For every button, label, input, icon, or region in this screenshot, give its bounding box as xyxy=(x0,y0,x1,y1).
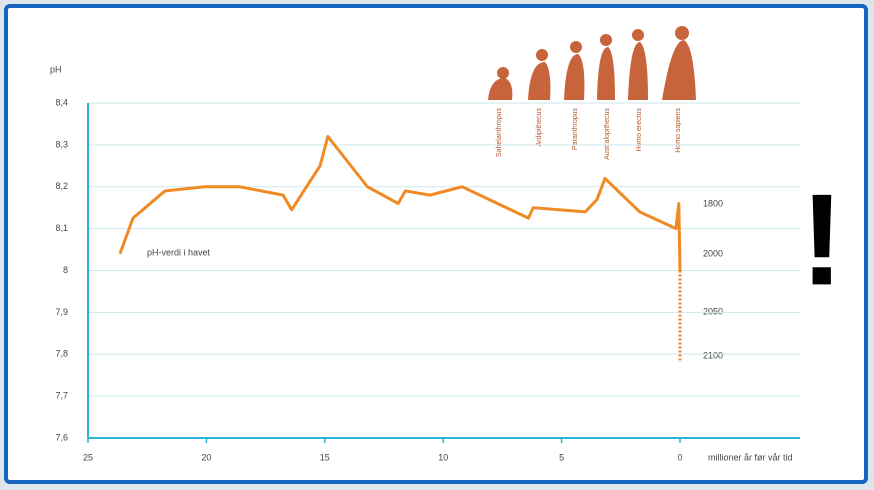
hominid-label: Ardipithecus xyxy=(536,108,543,147)
hominid-label: Homo sapiens xyxy=(675,108,682,153)
hominid-label: Homo erectus xyxy=(636,108,643,152)
frame xyxy=(4,4,868,484)
year-label: 2100 xyxy=(703,350,723,360)
y-tick-label: 7,7 xyxy=(55,391,68,401)
y-tick-label: 8,3 xyxy=(55,139,68,149)
year-label: 2050 xyxy=(703,306,723,316)
exclamation: ! xyxy=(800,166,843,312)
x-tick-label: 15 xyxy=(320,452,330,462)
figure xyxy=(528,49,551,100)
figure xyxy=(628,29,648,100)
x-tick-label: 0 xyxy=(677,452,682,462)
figure xyxy=(564,41,585,100)
hominid-label: Sahelanthropus xyxy=(496,108,503,158)
y-tick-label: 7,8 xyxy=(55,349,68,359)
y-tick-label: 7,9 xyxy=(55,307,68,317)
y-axis-label: pH xyxy=(50,64,62,74)
series-label: pH-verdi i havet xyxy=(147,247,211,257)
year-labels: 1800 2000 2050 2100 xyxy=(703,198,723,360)
x-axis-label: millioner år før vår tid xyxy=(708,452,793,462)
y-tick-label: 7,6 xyxy=(55,432,68,442)
y-tick-label: 8 xyxy=(63,265,68,275)
x-tick-label: 5 xyxy=(559,452,564,462)
x-tick-label: 20 xyxy=(201,452,211,462)
y-tick-label: 8,1 xyxy=(55,223,68,233)
series-line xyxy=(118,135,682,271)
y-tick-label: 8,2 xyxy=(55,181,68,191)
hominid-label: Paranthropus xyxy=(572,108,579,151)
hominids: Sahelanthropus Ardipithecus Paranthropus… xyxy=(488,26,696,160)
hominid-label: Australopithecus xyxy=(604,108,611,160)
x-tick-label: 25 xyxy=(83,452,93,462)
year-label: 2000 xyxy=(703,248,723,258)
x-tick-label: 10 xyxy=(438,452,448,462)
y-tick-label: 8,4 xyxy=(55,97,68,107)
figure xyxy=(662,26,696,100)
figure xyxy=(488,67,513,100)
year-label: 1800 xyxy=(703,198,723,208)
figure xyxy=(597,34,615,100)
